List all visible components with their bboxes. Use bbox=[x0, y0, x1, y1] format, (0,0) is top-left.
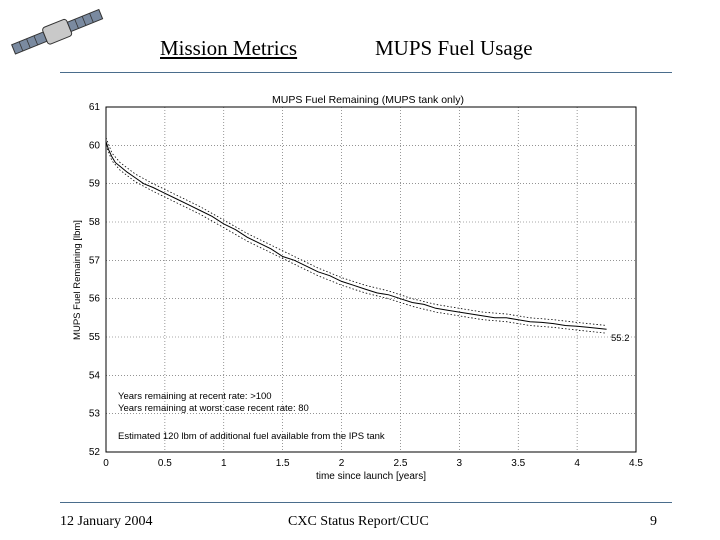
x-axis-label: time since launch [years] bbox=[316, 471, 426, 482]
header-divider bbox=[60, 72, 672, 73]
chart-title: MUPS Fuel Remaining (MUPS tank only) bbox=[272, 94, 464, 106]
fuel-bound-line bbox=[105, 137, 607, 326]
x-tick-label: 4 bbox=[574, 458, 580, 469]
y-tick-label: 58 bbox=[89, 217, 101, 228]
footer-center: CXC Status Report/CUC bbox=[288, 514, 429, 529]
y-tick-label: 59 bbox=[89, 179, 101, 190]
x-tick-label: 4.5 bbox=[629, 458, 643, 469]
footer-date: 12 January 2004 bbox=[60, 514, 153, 529]
fuel-chart: MUPS Fuel Remaining (MUPS tank only) tim… bbox=[72, 94, 643, 482]
topic-title: MUPS Fuel Usage bbox=[375, 36, 533, 60]
y-tick-label: 60 bbox=[89, 140, 101, 151]
annotation-years-recent: Years remaining at recent rate: >100 bbox=[118, 391, 272, 402]
x-tick-label: 1 bbox=[221, 458, 227, 469]
y-tick-label: 61 bbox=[89, 102, 101, 113]
y-tick-label: 52 bbox=[89, 447, 101, 458]
section-title: Mission Metrics bbox=[160, 36, 298, 60]
annotation-ips-fuel: Estimated 120 lbm of additional fuel ava… bbox=[118, 431, 385, 442]
x-tick-label: 0.5 bbox=[158, 458, 172, 469]
end-value-label: 55.2 bbox=[611, 333, 630, 344]
x-tick-label: 2.5 bbox=[393, 458, 407, 469]
annotation-years-worst: Years remaining at worst case recent rat… bbox=[118, 403, 309, 414]
x-tick-label: 1.5 bbox=[276, 458, 290, 469]
page-number: 9 bbox=[650, 514, 657, 529]
fuel-bound-line bbox=[105, 145, 607, 334]
fuel-remaining-line bbox=[105, 141, 607, 330]
y-tick-label: 56 bbox=[89, 294, 101, 305]
y-axis-label: MUPS Fuel Remaining [lbm] bbox=[72, 220, 83, 340]
satellite-icon bbox=[11, 8, 104, 55]
x-tick-label: 3.5 bbox=[511, 458, 525, 469]
y-tick-label: 55 bbox=[89, 332, 101, 343]
y-tick-label: 53 bbox=[89, 409, 101, 420]
y-tick-label: 54 bbox=[89, 370, 101, 381]
footer-divider bbox=[60, 502, 672, 503]
x-tick-label: 3 bbox=[457, 458, 463, 469]
x-tick-label: 2 bbox=[339, 458, 345, 469]
y-tick-label: 57 bbox=[89, 255, 101, 266]
x-tick-label: 0 bbox=[103, 458, 109, 469]
plot-area bbox=[105, 106, 637, 453]
